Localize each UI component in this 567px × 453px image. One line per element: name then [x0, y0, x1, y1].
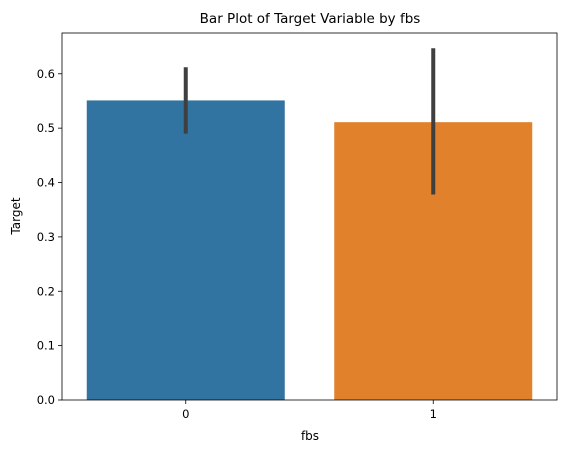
y-tick-label: 0.5 — [37, 121, 55, 135]
y-tick-label: 0.6 — [37, 67, 55, 81]
y-axis-label: Target — [9, 197, 23, 235]
y-tick-label: 0.1 — [37, 339, 55, 353]
x-tick-label-1: 1 — [430, 407, 437, 421]
y-tick-label: 0.0 — [37, 393, 55, 407]
chart-title: Bar Plot of Target Variable by fbs — [200, 11, 421, 27]
bars-group — [86, 100, 533, 401]
y-axis: 0.0 0.1 0.2 0.3 0.4 0.5 0.6 — [37, 67, 62, 407]
x-axis-label: fbs — [301, 429, 319, 443]
x-tick-label-0: 0 — [182, 407, 189, 421]
y-tick-label: 0.4 — [37, 176, 55, 190]
y-tick-label: 0.2 — [37, 284, 55, 298]
plot-frame — [61, 32, 558, 401]
bar-0 — [86, 100, 285, 401]
y-tick-label: 0.3 — [37, 230, 55, 244]
error-bars-group — [183, 48, 436, 195]
